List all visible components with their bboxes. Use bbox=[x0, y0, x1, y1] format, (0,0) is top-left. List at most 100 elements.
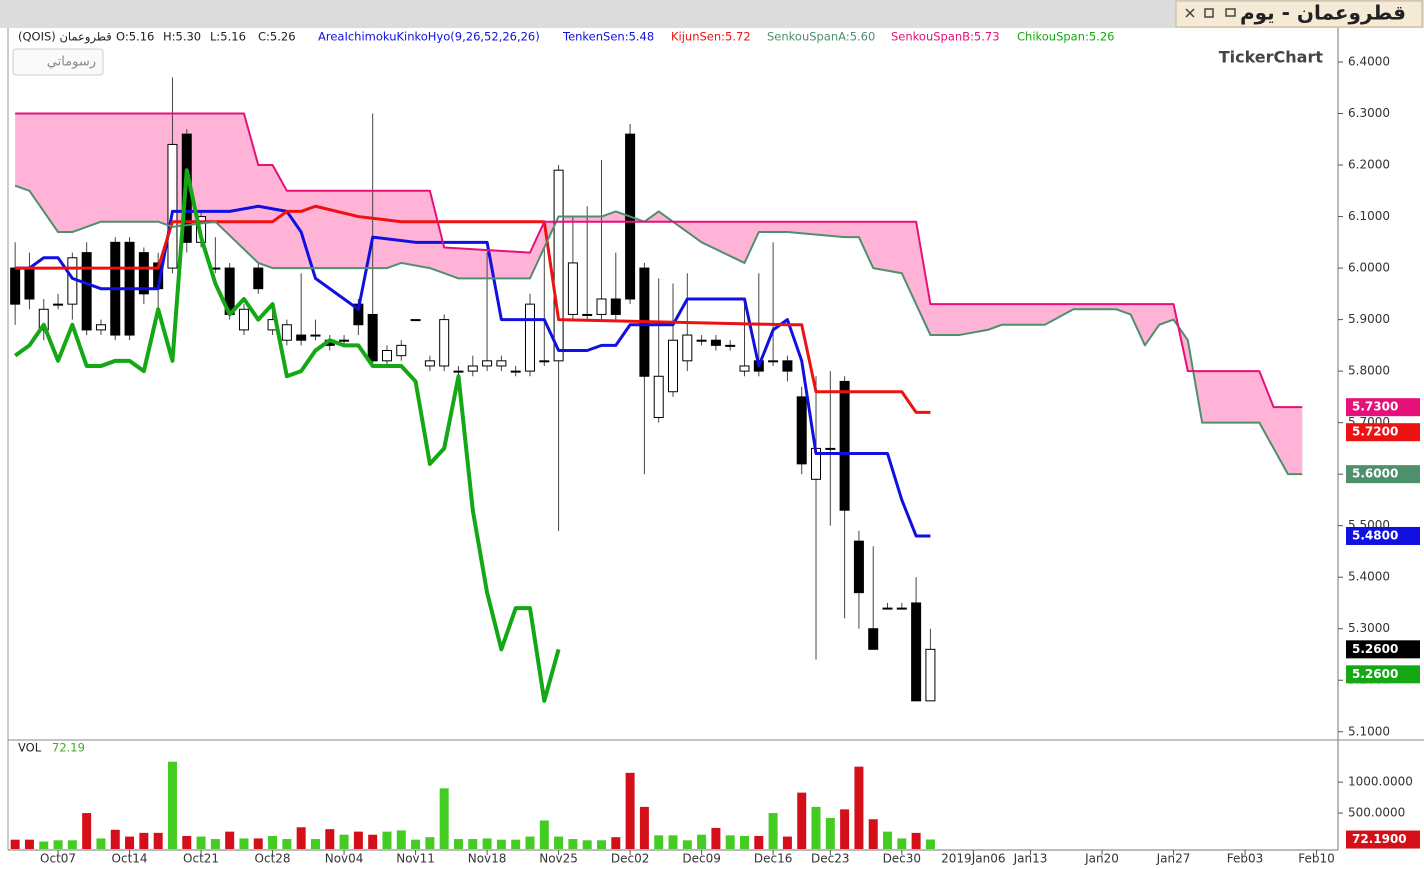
volume-bar bbox=[897, 838, 907, 849]
x-tick-label: Oct14 bbox=[112, 852, 148, 866]
y-tick-label: 6.3000 bbox=[1348, 106, 1390, 120]
candle-body bbox=[668, 339, 678, 393]
volume-bar bbox=[797, 792, 807, 849]
x-tick-label: Jan20 bbox=[1084, 852, 1119, 866]
candle-body bbox=[24, 267, 35, 300]
volume-bar bbox=[740, 835, 750, 849]
x-tick-label: Dec23 bbox=[811, 852, 850, 866]
volume-tag-label: 72.1900 bbox=[1352, 832, 1407, 846]
volume-bar bbox=[125, 836, 135, 849]
volume-bar bbox=[268, 835, 278, 849]
volume-bar bbox=[782, 836, 792, 849]
volume-bar bbox=[368, 834, 378, 849]
drawings-button-label[interactable]: رسوماتي bbox=[47, 55, 96, 70]
y-tick-label: 1000.0000 bbox=[1348, 775, 1413, 789]
legend-entry: TenkenSen:5.48 bbox=[562, 30, 654, 44]
volume-value: 72.19 bbox=[52, 741, 85, 755]
volume-bar bbox=[754, 835, 764, 849]
candle-body bbox=[868, 628, 879, 650]
price-tag bbox=[1346, 423, 1420, 442]
x-tick-label: Nov18 bbox=[468, 852, 507, 866]
volume-bar bbox=[282, 839, 292, 849]
ohlc-label: L:5.16 bbox=[210, 30, 246, 44]
candle-body bbox=[467, 365, 478, 372]
candle-body bbox=[238, 308, 249, 331]
candle-body bbox=[853, 540, 864, 594]
x-tick-label: Oct28 bbox=[255, 852, 291, 866]
volume-bar bbox=[53, 840, 63, 849]
volume-bar bbox=[654, 835, 664, 849]
indicator-label: AreaIchimokuKinkoHyo(9,26,52,26,26) bbox=[318, 30, 540, 44]
x-tick-label: 2019Jan06 bbox=[941, 852, 1005, 866]
candle-body bbox=[925, 648, 936, 702]
price-tag bbox=[1346, 640, 1420, 659]
candle-body bbox=[796, 396, 807, 465]
volume-bar bbox=[625, 772, 635, 849]
ohlc-label: C:5.26 bbox=[258, 30, 296, 44]
chart-title: قطروعمان - يوم bbox=[1240, 1, 1406, 25]
volume-bar bbox=[868, 819, 878, 849]
volume-bar bbox=[82, 813, 92, 849]
candle-body bbox=[453, 370, 464, 373]
candle-body bbox=[367, 313, 378, 362]
x-tick-label: Feb10 bbox=[1298, 852, 1335, 866]
candle-body bbox=[281, 324, 292, 341]
price-tag-label: 5.6000 bbox=[1352, 467, 1398, 481]
volume-bar bbox=[568, 839, 578, 849]
volume-bar bbox=[239, 838, 249, 849]
volume-bar bbox=[811, 806, 821, 849]
candle-body bbox=[596, 298, 607, 315]
candle-body bbox=[653, 375, 664, 418]
volume-bar bbox=[253, 838, 263, 849]
volume-bar bbox=[911, 832, 921, 849]
candle-body bbox=[782, 360, 793, 372]
candle-body bbox=[839, 380, 850, 511]
candle-body bbox=[882, 607, 893, 610]
volume-bar bbox=[310, 839, 320, 849]
legend-entry: ChikouSpan:5.26 bbox=[1017, 30, 1115, 44]
indicator-line bbox=[13, 168, 561, 703]
x-tick-label: Nov11 bbox=[396, 852, 435, 866]
volume-bar bbox=[711, 827, 721, 849]
candle-body bbox=[53, 303, 64, 306]
x-tick-label: Oct21 bbox=[183, 852, 219, 866]
cloud bbox=[15, 113, 1303, 475]
y-tick-label: 5.9000 bbox=[1348, 312, 1390, 326]
volume-bar bbox=[883, 831, 893, 849]
candle-body bbox=[710, 339, 721, 346]
price-tag-label: 5.2600 bbox=[1352, 642, 1398, 656]
candle-body bbox=[739, 365, 750, 372]
volume-bar bbox=[611, 837, 621, 849]
x-tick-label: Dec09 bbox=[682, 852, 721, 866]
candle-body bbox=[896, 607, 907, 610]
y-tick-label: 500.0000 bbox=[1348, 806, 1405, 820]
volume-tag bbox=[1346, 830, 1420, 849]
volume-bar bbox=[453, 839, 463, 849]
candle-body bbox=[410, 319, 421, 322]
candle-body bbox=[510, 370, 521, 373]
volume-bar bbox=[697, 834, 707, 849]
y-tick-label: 5.1000 bbox=[1348, 724, 1390, 738]
candle-body bbox=[553, 169, 564, 362]
y-tick-label: 6.4000 bbox=[1348, 55, 1390, 69]
drawings-button[interactable] bbox=[12, 48, 104, 76]
volume-bar bbox=[668, 835, 678, 849]
price-tag bbox=[1346, 665, 1420, 684]
volume-bar bbox=[39, 841, 49, 849]
candle-body bbox=[339, 339, 350, 342]
volume-bar bbox=[396, 830, 406, 849]
window-icons[interactable] bbox=[1185, 8, 1236, 18]
indicator-line bbox=[15, 204, 931, 414]
volume-bar bbox=[353, 831, 363, 849]
volume-name: VOL bbox=[18, 741, 42, 755]
candle-body bbox=[381, 350, 392, 362]
candle-body bbox=[768, 360, 779, 363]
price-tag-label: 5.2600 bbox=[1352, 667, 1398, 681]
volume-bar bbox=[225, 831, 235, 849]
volume-bar bbox=[539, 820, 549, 849]
price-tag-label: 5.4800 bbox=[1352, 528, 1398, 542]
volume-bar bbox=[24, 839, 34, 849]
symbol-label: قطروعمان (QOIS) bbox=[18, 30, 112, 45]
y-tick-label: 6.1000 bbox=[1348, 209, 1390, 223]
